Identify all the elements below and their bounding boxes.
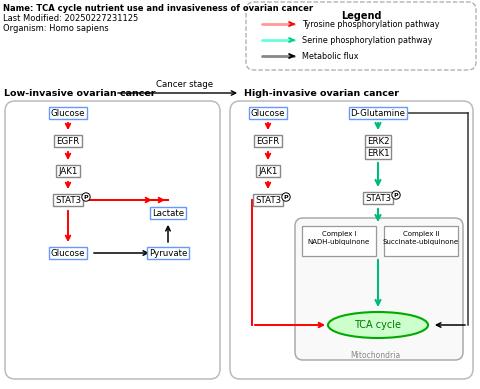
Text: Mitochondria: Mitochondria [350,350,400,359]
Text: Cancer stage: Cancer stage [156,79,214,89]
Text: D-Glutamine: D-Glutamine [350,109,406,117]
Text: Name: TCA cycle nutrient use and invasiveness of ovarian cancer: Name: TCA cycle nutrient use and invasiv… [3,4,313,13]
Text: Last Modified: 20250227231125: Last Modified: 20250227231125 [3,14,138,23]
Text: Tyrosine phosphorylation pathway: Tyrosine phosphorylation pathway [302,19,440,28]
Circle shape [392,191,400,199]
Text: EGFR: EGFR [256,137,280,145]
Bar [384,226,458,256]
Text: Glucose: Glucose [251,109,285,117]
Text: ERK1: ERK1 [367,149,389,158]
Text: P: P [84,194,88,200]
FancyBboxPatch shape [230,101,473,379]
Text: Complex I
NADH-ubiquinone: Complex I NADH-ubiquinone [308,231,370,245]
Text: Low-invasive ovarian cancer: Low-invasive ovarian cancer [4,89,156,98]
Text: Pyruvate: Pyruvate [149,249,187,258]
Text: Complex II
Succinate-ubiquinone: Complex II Succinate-ubiquinone [383,231,459,245]
Text: STAT3: STAT3 [255,196,281,205]
Text: STAT3: STAT3 [365,193,391,203]
Ellipse shape [328,312,428,338]
Text: High-invasive ovarian cancer: High-invasive ovarian cancer [244,89,399,98]
Text: JAK1: JAK1 [258,166,278,175]
Text: Serine phosphorylation pathway: Serine phosphorylation pathway [302,35,432,44]
Text: ERK2: ERK2 [367,137,389,145]
Text: Glucose: Glucose [51,249,85,258]
Text: Lactate: Lactate [152,209,184,217]
Text: P: P [284,194,288,200]
FancyBboxPatch shape [5,101,220,379]
Text: Organism: Homo sapiens: Organism: Homo sapiens [3,24,109,33]
FancyBboxPatch shape [246,2,476,70]
Bar [302,226,376,256]
Text: TCA cycle: TCA cycle [355,320,401,330]
Text: JAK1: JAK1 [58,166,78,175]
FancyBboxPatch shape [295,218,463,360]
Text: Legend: Legend [341,11,381,21]
Text: EGFR: EGFR [56,137,80,145]
Text: Metabolic flux: Metabolic flux [302,51,359,61]
Text: P: P [394,193,398,198]
Text: STAT3: STAT3 [55,196,81,205]
Circle shape [82,193,90,201]
Circle shape [282,193,290,201]
Text: Glucose: Glucose [51,109,85,117]
